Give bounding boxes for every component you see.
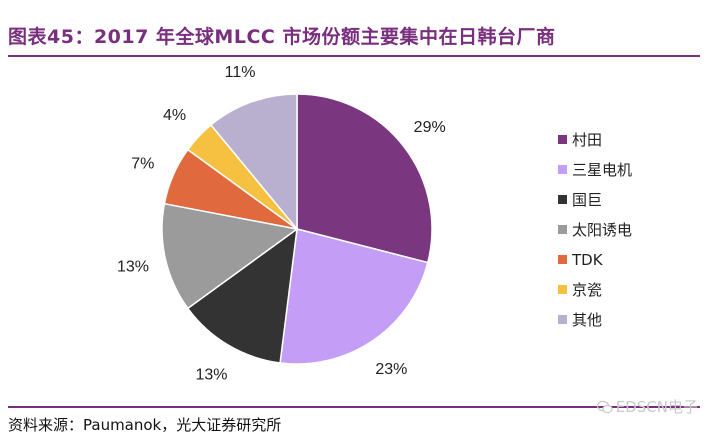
- slice-label-1: 29%: [414, 119, 446, 136]
- pie-slice-1: [296, 93, 433, 264]
- pie-slice-4: [161, 202, 299, 310]
- watermark: EDSCN电子: [596, 396, 698, 417]
- legend-label-4: 太阳诱电: [572, 221, 632, 239]
- slice-label-2: 23%: [375, 361, 407, 378]
- chart-title: 图表45：2017 年全球MLCC 市场份额主要集中在日韩台厂商: [8, 26, 556, 48]
- pie-slice-2: [279, 228, 429, 365]
- legend-label-2: 三星电机: [572, 161, 632, 179]
- slice-label-5: 7%: [131, 155, 154, 172]
- legend-label-7: 其他: [572, 311, 602, 329]
- wechat-icon: [596, 400, 613, 413]
- slice-label-6: 4%: [163, 107, 186, 124]
- slice-label-3: 13%: [195, 367, 227, 384]
- legend-swatch-6: [558, 285, 567, 294]
- legend-swatch-2: [558, 165, 567, 174]
- slice-label-4: 13%: [117, 259, 149, 276]
- legend-swatch-4: [558, 225, 567, 234]
- title-divider: [8, 55, 700, 57]
- legend-swatch-5: [558, 255, 567, 264]
- slice-labels: 29% 23% 13% 13% 7% 4% 11%: [117, 64, 446, 384]
- watermark-text: EDSCN电子: [615, 398, 698, 416]
- source-note: 资料来源：Paumanok，光大证券研究所: [8, 416, 282, 434]
- pie-slice-7: [209, 93, 298, 232]
- legend-label-6: 京瓷: [572, 281, 602, 299]
- legend-label-1: 村田: [572, 131, 602, 149]
- slice-label-7: 11%: [225, 64, 256, 81]
- legend-label-3: 国巨: [572, 191, 602, 209]
- footer-divider: [8, 406, 700, 408]
- legend-swatch-1: [558, 135, 567, 144]
- pie-slices: [161, 93, 433, 365]
- legend-swatch-3: [558, 195, 567, 204]
- legend-swatch-7: [558, 315, 567, 324]
- pie-slice-3: [186, 227, 298, 364]
- legend-label-5: TDK: [571, 251, 604, 269]
